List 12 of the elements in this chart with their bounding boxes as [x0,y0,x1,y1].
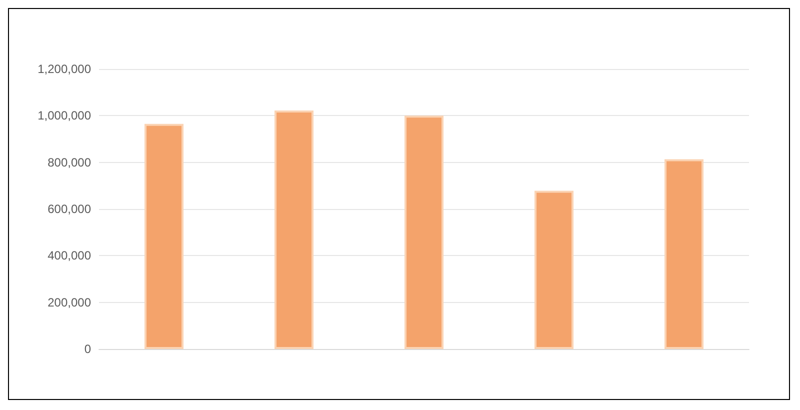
bar [534,190,574,349]
y-tick-label: 1,000,000 [38,108,92,123]
y-tick-label: 800,000 [48,155,92,170]
y-tick-label: 200,000 [48,295,92,310]
bar [664,159,704,349]
bar [274,110,314,349]
y-tick-label: 400,000 [48,248,92,263]
y-tick-label: 600,000 [48,202,92,216]
y-tick-label: 0 [84,342,92,356]
y-tick-label: 1,200,000 [38,62,92,76]
bar [144,124,184,349]
bar [404,116,444,349]
